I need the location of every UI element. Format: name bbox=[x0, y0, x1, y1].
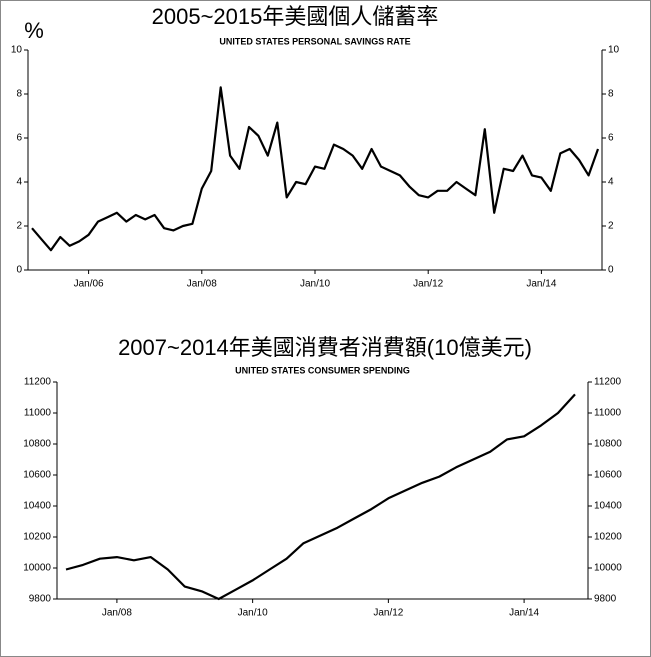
y2-tick-label: 0 bbox=[608, 265, 614, 276]
x-tick-label: Jan/14 bbox=[526, 279, 556, 290]
y-tick-label: 10200 bbox=[23, 532, 51, 543]
x-tick-label: Jan/12 bbox=[413, 279, 443, 290]
y-tick-label: 10 bbox=[11, 45, 23, 56]
y-tick-label: 9800 bbox=[29, 594, 52, 605]
y-tick-label: 10000 bbox=[23, 563, 51, 574]
y2-tick-label: 11000 bbox=[594, 408, 622, 419]
chart-subtitle: UNITED STATES CONSUMER SPENDING bbox=[235, 365, 410, 375]
y2-tick-label: 8 bbox=[608, 89, 614, 100]
y2-tick-label: 10800 bbox=[594, 439, 622, 450]
y2-tick-label: 10600 bbox=[594, 470, 622, 481]
y-tick-label: 4 bbox=[16, 177, 22, 188]
data-line bbox=[31, 86, 600, 252]
x-tick-label: Jan/10 bbox=[300, 279, 330, 290]
y-tick-label: 8 bbox=[16, 89, 22, 100]
y-tick-label: 6 bbox=[16, 133, 22, 144]
x-tick-label: Jan/10 bbox=[238, 608, 268, 619]
y-axis-label: % bbox=[24, 18, 44, 43]
y2-tick-label: 10200 bbox=[594, 532, 622, 543]
y2-tick-label: 4 bbox=[608, 177, 614, 188]
chart-title: 2005~2015年美國個人儲蓄率 bbox=[152, 4, 439, 29]
y-tick-label: 0 bbox=[16, 265, 22, 276]
y-tick-label: 11200 bbox=[24, 377, 52, 388]
y-tick-label: 10800 bbox=[23, 439, 51, 450]
y-tick-label: 11000 bbox=[24, 408, 52, 419]
y2-tick-label: 11200 bbox=[594, 377, 622, 388]
y2-tick-label: 9800 bbox=[594, 594, 617, 605]
y-tick-label: 2 bbox=[16, 221, 22, 232]
x-tick-label: Jan/08 bbox=[187, 279, 217, 290]
y2-tick-label: 2 bbox=[608, 221, 614, 232]
y2-tick-label: 10000 bbox=[594, 563, 622, 574]
chart-title: 2007~2014年美國消費者消費額(10億美元) bbox=[118, 335, 532, 360]
y2-tick-label: 10400 bbox=[594, 501, 622, 512]
y-tick-label: 10400 bbox=[23, 501, 51, 512]
x-tick-label: Jan/08 bbox=[102, 608, 132, 619]
data-line bbox=[65, 393, 576, 601]
y-tick-label: 10600 bbox=[23, 470, 51, 481]
x-tick-label: Jan/14 bbox=[509, 608, 539, 619]
x-tick-label: Jan/06 bbox=[74, 279, 104, 290]
y2-tick-label: 10 bbox=[608, 45, 620, 56]
y2-tick-label: 6 bbox=[608, 133, 614, 144]
x-tick-label: Jan/12 bbox=[373, 608, 403, 619]
chart-subtitle: UNITED STATES PERSONAL SAVINGS RATE bbox=[219, 36, 410, 46]
